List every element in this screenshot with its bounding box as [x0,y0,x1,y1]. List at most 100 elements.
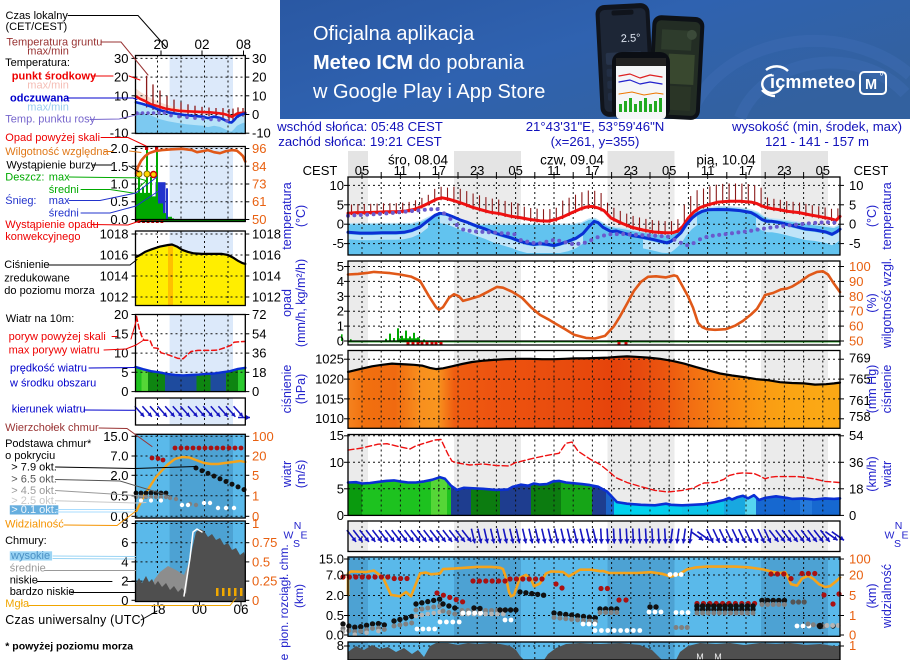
svg-text:CEST: CEST [854,163,889,178]
svg-text:e: e [277,653,291,660]
svg-text:w środku obszaru: w środku obszaru [9,378,96,390]
svg-text:10: 10 [330,455,344,470]
svg-text:Temperatura:: Temperatura: [5,57,70,69]
svg-text:ciśnienie: ciśnienie [280,365,294,414]
svg-text:S: S [293,538,300,550]
svg-text:05: 05 [355,163,369,178]
svg-text:50: 50 [252,212,266,227]
svg-text:M: M [865,77,877,93]
svg-text:20: 20 [252,449,266,464]
svg-text:> 0.1 okt.: > 0.1 okt. [11,504,57,516]
svg-text:3: 3 [337,289,344,304]
svg-text:1015: 1015 [315,391,344,406]
svg-text:11: 11 [701,163,715,178]
svg-text:761: 761 [849,393,871,408]
svg-text:0: 0 [252,509,259,524]
svg-text:zachód słońca: 19:21 CEST: zachód słońca: 19:21 CEST [278,134,441,149]
svg-text:Wierzchołek chmur: Wierzchołek chmur [5,422,99,434]
svg-text:1016: 1016 [252,248,281,263]
svg-text:05: 05 [508,163,522,178]
svg-text:05: 05 [816,163,830,178]
svg-text:max porywy wiatru: max porywy wiatru [9,345,100,357]
svg-text:72: 72 [252,307,266,322]
svg-text:18: 18 [150,602,165,617]
svg-text:Temp. punktu rosy: Temp. punktu rosy [5,114,95,126]
svg-text:0: 0 [252,593,259,608]
svg-text:100: 100 [849,259,871,274]
svg-text:70: 70 [849,304,863,319]
svg-text:10: 10 [114,346,128,361]
svg-text:Podstawa chmur*: Podstawa chmur* [5,438,92,450]
svg-text:1.0: 1.0 [110,177,128,192]
svg-text:7.0: 7.0 [110,449,128,464]
svg-text:Wystąpienie burzy: Wystąpienie burzy [6,160,96,172]
svg-text:Ciśnienie: Ciśnienie [4,259,49,271]
svg-text:765: 765 [849,372,871,387]
svg-text:5: 5 [849,197,856,212]
svg-text:10: 10 [330,178,344,193]
svg-text:max/min: max/min [27,80,69,92]
svg-text:temperatura: temperatura [280,182,294,249]
svg-text:max/min: max/min [27,46,69,58]
svg-text:84: 84 [252,159,266,174]
svg-text:20: 20 [849,568,863,583]
svg-text:6: 6 [121,535,128,550]
svg-text:(°C): (°C) [294,205,308,227]
svg-text:o pokryciu: o pokryciu [5,450,55,462]
svg-text:(CET/CEST): (CET/CEST) [6,21,68,33]
svg-text:ciśnienie: ciśnienie [880,365,894,414]
svg-text:0: 0 [849,628,856,643]
svg-text:80: 80 [849,289,863,304]
svg-text:5: 5 [337,259,344,274]
svg-text:0: 0 [121,107,128,122]
svg-text:średnie: średnie [10,562,46,574]
svg-text:2: 2 [121,574,128,589]
svg-text:0.5: 0.5 [326,608,344,623]
svg-text:8: 8 [337,638,344,653]
svg-text:punkt środkowy: punkt środkowy [12,71,97,83]
svg-text:zredukowane: zredukowane [4,273,69,285]
svg-text:(x=261, y=355): (x=261, y=355) [551,134,640,149]
svg-text:0.0: 0.0 [110,212,128,227]
svg-text:wiatr: wiatr [280,461,294,488]
svg-text:1: 1 [252,488,259,503]
svg-text:1014: 1014 [252,269,281,284]
svg-text:36: 36 [849,455,863,470]
svg-text:E: E [300,530,307,542]
svg-text:54: 54 [252,326,266,341]
svg-text:E: E [901,530,908,542]
svg-text:5: 5 [121,365,128,380]
svg-text:śro, 08.04: śro, 08.04 [388,153,449,168]
svg-text:17: 17 [432,163,446,178]
svg-text:21°43'31"E, 53°59'46"N: 21°43'31"E, 53°59'46"N [526,119,665,134]
svg-text:1016: 1016 [100,248,129,263]
svg-text:758: 758 [849,409,871,424]
svg-text:50: 50 [849,334,863,349]
svg-text:10: 10 [252,88,266,103]
svg-text:10: 10 [849,178,863,193]
svg-text:0: 0 [337,334,344,349]
svg-text:1012: 1012 [100,290,129,305]
svg-text:0.5: 0.5 [110,194,128,209]
svg-text:> 2.5 okt.: > 2.5 okt. [11,495,57,507]
svg-text:15.0: 15.0 [319,552,344,567]
svg-text:czw, 09.04: czw, 09.04 [540,153,604,168]
svg-text:Wilgotność względna: Wilgotność względna [5,146,109,158]
svg-text:(km/h): (km/h) [865,456,879,491]
svg-text:121 - 141 - 157 m: 121 - 141 - 157 m [765,134,869,149]
svg-text:icmmeteo: icmmeteo [770,72,856,92]
svg-text:Czas lokalny: Czas lokalny [6,10,69,22]
svg-text:temperatura: temperatura [880,182,894,249]
svg-text:średni: średni [49,184,79,196]
svg-text:(°C): (°C) [865,205,879,227]
svg-text:7.0: 7.0 [326,568,344,583]
svg-text:1: 1 [337,319,344,334]
svg-text:1014: 1014 [100,269,129,284]
svg-text:Czas uniwersalny (UTC): Czas uniwersalny (UTC) [5,613,145,627]
svg-text:-5: -5 [849,236,861,251]
svg-text:2.5°: 2.5° [621,32,641,45]
svg-text:4: 4 [337,274,344,289]
svg-text:61: 61 [252,194,266,209]
svg-text:23: 23 [777,163,791,178]
svg-text:4: 4 [121,554,128,569]
